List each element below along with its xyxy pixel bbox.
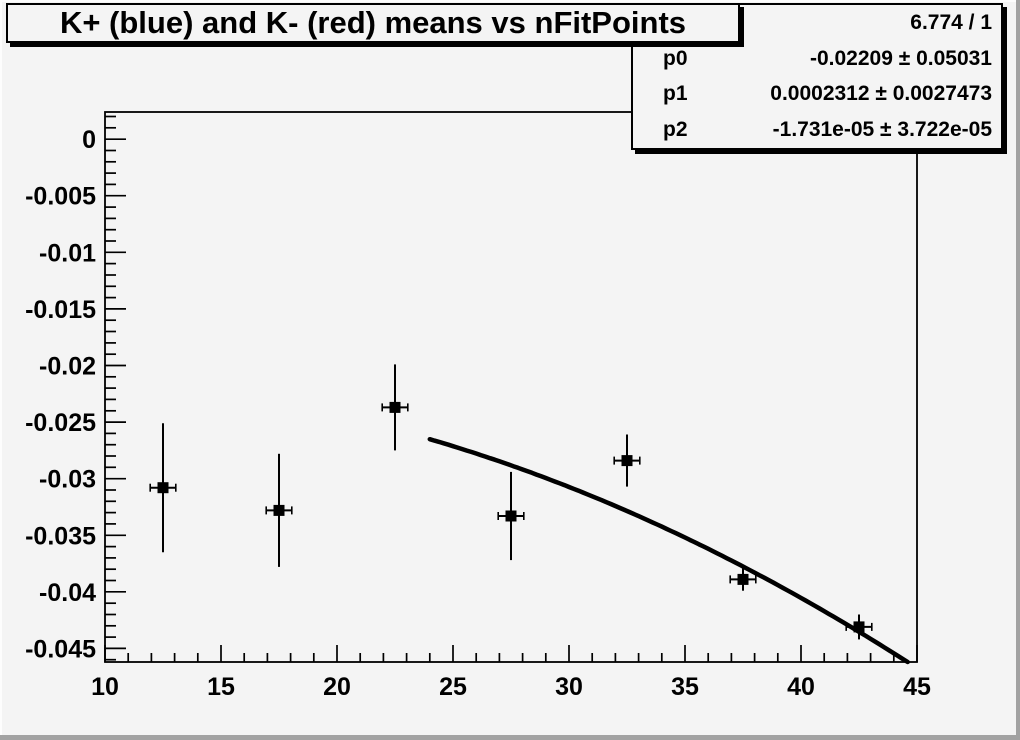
fit-curve [427, 436, 910, 665]
chi2-ndf-value: 6.774 / 1 [910, 10, 992, 34]
y-tick-label: -0.015 [25, 296, 96, 324]
y-axis-labels: 0 -0.005 -0.01 -0.015 -0.02 -0.025 -0.03 -0.035… [25, 126, 96, 663]
y-axis-ticks [105, 115, 126, 661]
param-label-p1: p1 [663, 82, 688, 106]
data-point [613, 434, 641, 487]
x-tick-label: 25 [439, 673, 467, 701]
data-series [149, 364, 873, 640]
square-marker [737, 573, 749, 585]
data-point [265, 453, 293, 567]
x-axis-ticks [104, 645, 918, 662]
square-marker [157, 482, 169, 494]
data-point [497, 471, 525, 561]
y-tick-label: -0.005 [25, 183, 96, 211]
x-tick-label: 40 [787, 673, 815, 701]
x-tick-label: 35 [671, 673, 699, 701]
canvas-bevel-right [1016, 0, 1020, 740]
plot-title: K+ (blue) and K- (red) means vs nFitPoin… [59, 5, 687, 40]
param-value-p2: -1.731e-05 ± 3.722e-05 [772, 118, 992, 142]
x-axis-labels: 10 15 20 25 30 35 40 45 [91, 673, 931, 701]
square-marker [389, 401, 401, 413]
square-marker [621, 455, 633, 467]
square-marker [273, 504, 285, 516]
data-point [845, 614, 873, 640]
canvas-bevel-bottom [0, 735, 1020, 740]
x-tick-label: 45 [903, 673, 931, 701]
stats-row-p2: p2 -1.731e-05 ± 3.722e-05 [633, 112, 1001, 148]
square-marker [505, 510, 517, 522]
y-tick-label: -0.02 [39, 353, 96, 381]
param-value-p0: -0.02209 ± 0.05031 [809, 46, 992, 70]
stats-row-p0: p0 -0.02209 ± 0.05031 [633, 41, 1001, 77]
stats-row-chi2: 6.774 / 1 [633, 5, 1001, 41]
y-tick-label: -0.035 [25, 522, 96, 550]
x-tick-label: 20 [323, 673, 351, 701]
param-label-p0: p0 [663, 46, 688, 70]
data-point [381, 364, 409, 451]
y-tick-label: -0.04 [39, 579, 96, 607]
square-marker [853, 621, 865, 633]
plot-frame [104, 111, 918, 663]
canvas-bevel-top [0, 0, 1020, 2]
canvas-bevel-left [0, 0, 2, 740]
param-label-p2: p2 [663, 118, 688, 142]
x-tick-label: 15 [207, 673, 235, 701]
x-tick-label: 30 [555, 673, 583, 701]
data-point [729, 568, 757, 591]
title-box: K+ (blue) and K- (red) means vs nFitPoin… [6, 3, 740, 43]
y-tick-label: -0.01 [39, 239, 96, 267]
data-point [149, 423, 177, 553]
y-tick-label: -0.045 [25, 635, 96, 663]
stats-row-p1: p1 0.0002312 ± 0.0027473 [633, 77, 1001, 113]
y-tick-label: -0.025 [25, 409, 96, 437]
y-tick-label: 0 [82, 126, 96, 154]
y-tick-label: -0.03 [39, 466, 96, 494]
x-tick-label: 10 [91, 673, 119, 701]
param-value-p1: 0.0002312 ± 0.0027473 [770, 82, 992, 106]
